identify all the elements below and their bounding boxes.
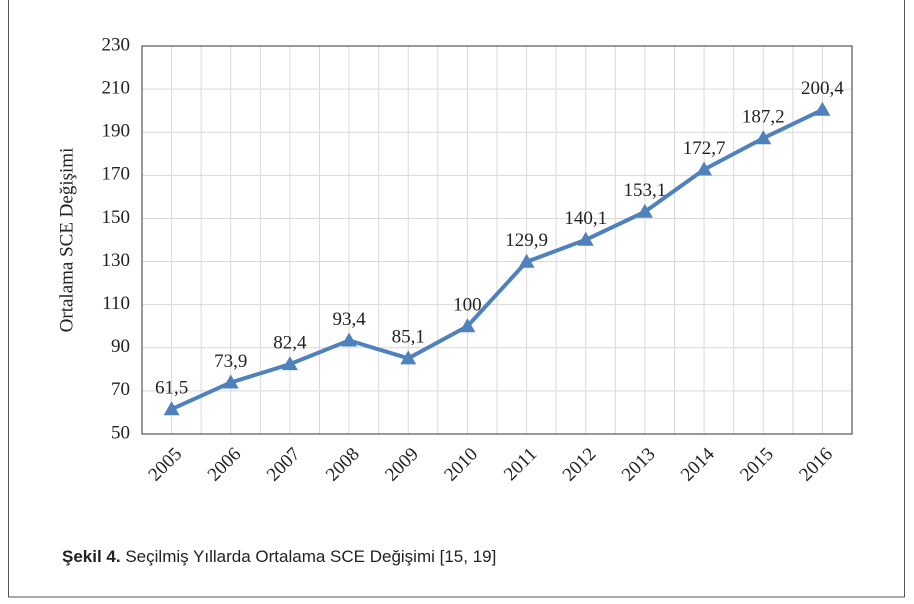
x-tick-label: 2008 bbox=[322, 444, 364, 486]
data-label: 129,9 bbox=[505, 230, 548, 251]
marker bbox=[814, 101, 831, 116]
y-tick-label: 210 bbox=[102, 77, 131, 98]
data-label: 61,5 bbox=[155, 378, 188, 399]
y-axis-title: Ortalama SCE Değişimi bbox=[56, 148, 77, 333]
caption-label: Şekil 4. bbox=[62, 547, 121, 566]
data-label: 172,7 bbox=[683, 138, 726, 159]
series-line bbox=[170, 108, 824, 412]
marker bbox=[755, 130, 772, 145]
marker bbox=[281, 356, 298, 371]
y-tick-label: 70 bbox=[111, 379, 130, 400]
x-tick-label: 2010 bbox=[440, 444, 482, 486]
data-label: 82,4 bbox=[273, 333, 307, 354]
data-label: 140,1 bbox=[564, 208, 607, 229]
caption: Şekil 4. Seçilmiş Yıllarda Ortalama SCE … bbox=[62, 547, 496, 566]
data-label: 93,4 bbox=[332, 309, 366, 330]
x-tick-label: 2006 bbox=[204, 444, 246, 486]
marker bbox=[400, 350, 417, 365]
data-label: 73,9 bbox=[214, 351, 247, 372]
x-tick-label: 2007 bbox=[263, 444, 305, 486]
x-tick-label: 2016 bbox=[795, 444, 837, 486]
y-tick-label: 110 bbox=[102, 293, 130, 314]
marker bbox=[459, 318, 476, 333]
marker bbox=[163, 401, 180, 416]
marker bbox=[222, 374, 239, 389]
y-tick-label: 230 bbox=[102, 34, 131, 55]
marker bbox=[518, 253, 535, 268]
marker bbox=[577, 231, 594, 246]
x-tick-label: 2013 bbox=[618, 444, 660, 486]
y-tick-label: 170 bbox=[102, 164, 131, 185]
y-tick-label: 150 bbox=[102, 207, 131, 228]
x-tick-label: 2014 bbox=[677, 443, 719, 485]
x-tick-label: 2011 bbox=[500, 444, 541, 485]
x-tick-label: 2012 bbox=[559, 444, 601, 486]
data-label: 153,1 bbox=[624, 180, 667, 201]
y-tick-label: 90 bbox=[111, 336, 130, 357]
y-tick-label: 130 bbox=[102, 250, 131, 271]
marker bbox=[696, 161, 713, 176]
x-tick-label: 2005 bbox=[144, 444, 186, 486]
y-tick-label: 190 bbox=[102, 121, 131, 142]
data-label: 187,2 bbox=[742, 107, 785, 128]
y-tick-label: 50 bbox=[111, 422, 130, 443]
data-label: 85,1 bbox=[392, 327, 425, 348]
data-label: 100 bbox=[453, 295, 482, 316]
plot-border bbox=[141, 45, 853, 435]
x-tick-label: 2015 bbox=[736, 444, 778, 486]
data-label: 200,4 bbox=[801, 78, 844, 99]
frame bbox=[8, 0, 905, 598]
marker bbox=[341, 332, 358, 347]
marker bbox=[636, 203, 653, 218]
x-tick-label: 2009 bbox=[381, 444, 423, 486]
caption-text: Seçilmiş Yıllarda Ortalama SCE Değişimi … bbox=[125, 547, 496, 566]
